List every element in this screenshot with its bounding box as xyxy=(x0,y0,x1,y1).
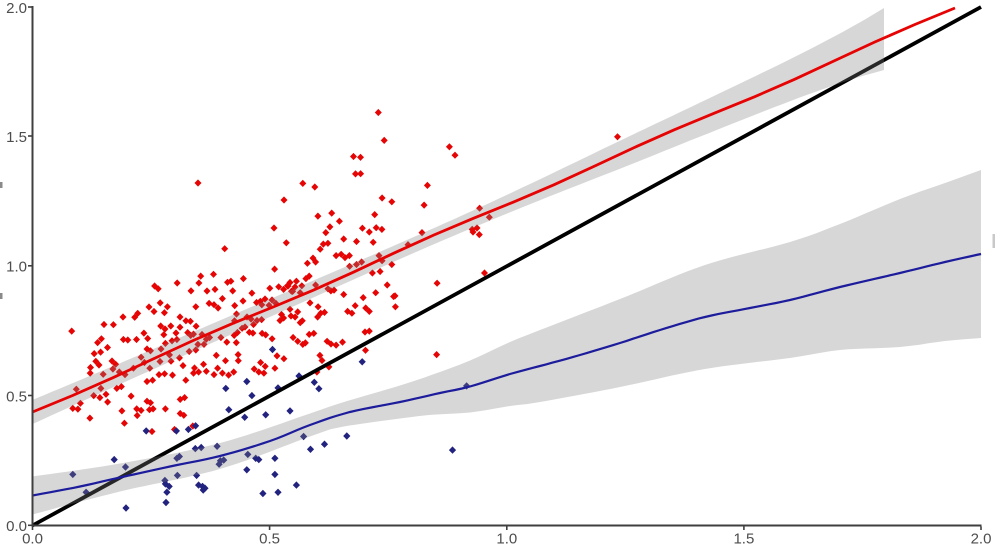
svg-text:0.0: 0.0 xyxy=(6,518,27,535)
svg-text:0.5: 0.5 xyxy=(6,388,27,405)
svg-text:2.0: 2.0 xyxy=(6,0,27,17)
svg-text:1.0: 1.0 xyxy=(496,531,517,547)
svg-text:1.5: 1.5 xyxy=(6,129,27,146)
svg-text:1.0: 1.0 xyxy=(6,259,27,276)
svg-text:0.5: 0.5 xyxy=(259,531,280,547)
svg-text:2.0: 2.0 xyxy=(971,531,992,547)
svg-text:0.0: 0.0 xyxy=(22,531,43,547)
svg-text:1.5: 1.5 xyxy=(733,531,754,547)
